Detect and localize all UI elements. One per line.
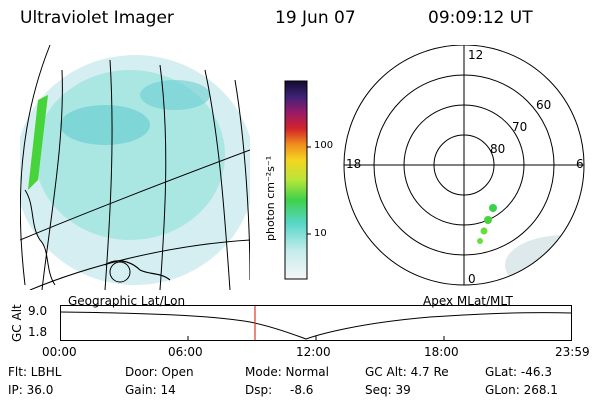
mlt-label-12: 12 xyxy=(468,48,483,62)
mlat-label-60: 60 xyxy=(536,98,551,112)
glon-info: GLon: 268.1 xyxy=(485,383,558,397)
glat-info: GLat: -46.3 xyxy=(485,365,552,379)
altitude-timeline xyxy=(60,305,572,341)
dsp-value: -8.6 xyxy=(290,383,314,397)
colorbar: photon cm⁻²s⁻¹ xyxy=(264,80,311,280)
x-label-0000: 00:00 xyxy=(42,345,77,359)
gc-alt-axis-title: GC Alt xyxy=(10,304,24,342)
mlt-label-0: 0 xyxy=(468,272,476,286)
colorbar-tick-10: 10 xyxy=(314,228,327,239)
emission-streak xyxy=(28,95,48,190)
door-info: Door: Open xyxy=(125,365,194,379)
colorbar-tick-100: 100 xyxy=(314,140,334,151)
mlat-label-80: 80 xyxy=(490,142,505,156)
date-label: 19 Jun 07 xyxy=(275,8,356,28)
instrument-title: Ultraviolet Imager xyxy=(20,8,174,28)
colorbar-axis-label: photon cm⁻²s⁻¹ xyxy=(264,156,277,241)
flt-info: Flt: LBHL xyxy=(8,365,62,379)
geographic-image xyxy=(20,40,250,290)
gc-alt-info: GC Alt: 4.7 Re xyxy=(365,365,449,379)
mode-info: Mode: Normal xyxy=(245,365,329,379)
timeline-left-caption: Geographic Lat/Lon xyxy=(68,294,186,308)
mlt-label-18: 18 xyxy=(346,157,361,171)
polar-plot: 12 18 6 0 60 70 80 xyxy=(343,45,585,286)
polar-emission xyxy=(505,235,584,285)
x-label-1200: 12:00 xyxy=(296,345,331,359)
ip-info: IP: 36.0 xyxy=(8,383,54,397)
x-label-0600: 06:00 xyxy=(168,345,203,359)
altitude-curve xyxy=(60,311,572,340)
earth-limb xyxy=(20,44,51,286)
x-label-2359: 23:59 xyxy=(555,345,590,359)
y-label-1-8: 1.8 xyxy=(28,325,48,339)
mlat-label-70: 70 xyxy=(512,120,527,134)
mlt-label-6: 6 xyxy=(576,157,584,171)
timeline-right-caption: Apex MLat/MLT xyxy=(423,294,513,308)
x-label-1800: 18:00 xyxy=(424,345,459,359)
seq-info: Seq: 39 xyxy=(365,383,411,397)
dsp-label: Dsp: xyxy=(245,383,273,397)
gain-info: Gain: 14 xyxy=(125,383,176,397)
y-label-9: 9.0 xyxy=(28,304,48,318)
time-label: 09:09:12 UT xyxy=(428,8,533,28)
